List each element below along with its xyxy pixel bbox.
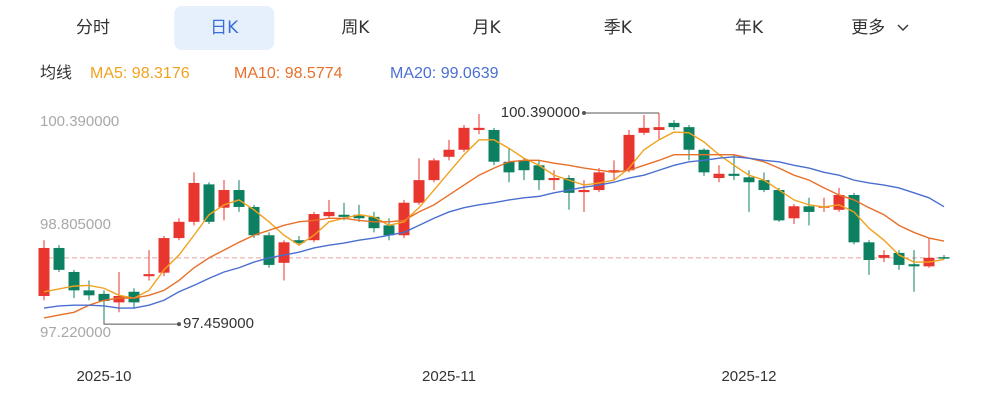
candle-body bbox=[863, 242, 875, 260]
candle-body bbox=[473, 127, 485, 130]
candle-body bbox=[113, 296, 125, 303]
tab[interactable]: 更多 bbox=[851, 18, 885, 38]
candle-body bbox=[143, 274, 155, 277]
ma-line bbox=[43, 131, 945, 299]
ma-line bbox=[43, 153, 945, 319]
annotation-label: 97.459000 bbox=[183, 315, 254, 332]
candle-body bbox=[308, 214, 320, 241]
candle-body bbox=[218, 190, 230, 208]
candle-body bbox=[353, 214, 365, 219]
legend-entry: MA5: 98.3176 bbox=[90, 65, 190, 82]
active-tab-bg[interactable] bbox=[174, 6, 275, 50]
y-tick-label: 100.390000 bbox=[40, 113, 119, 130]
candle-body bbox=[668, 122, 680, 128]
candle-body bbox=[698, 149, 710, 173]
candle-body bbox=[938, 257, 950, 259]
candle-body bbox=[68, 271, 80, 291]
tab[interactable]: 日K bbox=[210, 18, 239, 38]
candle-body bbox=[773, 190, 785, 221]
candle-body bbox=[743, 177, 755, 183]
candle-body bbox=[623, 134, 635, 171]
candle-body bbox=[248, 206, 260, 236]
candle-body bbox=[803, 206, 815, 212]
candle-body bbox=[713, 173, 725, 179]
candle-body bbox=[848, 194, 860, 243]
candle-body bbox=[683, 127, 695, 150]
candle-body bbox=[278, 242, 290, 263]
candle-body bbox=[638, 127, 650, 133]
candle-body bbox=[533, 165, 545, 181]
tab[interactable]: 年K bbox=[735, 18, 764, 38]
legend-entry: MA10: 98.5774 bbox=[234, 65, 343, 82]
candle-body bbox=[608, 170, 620, 173]
candle-body bbox=[458, 127, 470, 150]
candle-body bbox=[188, 182, 200, 222]
candle-body bbox=[98, 293, 110, 301]
legend-entry: MA20: 99.0639 bbox=[390, 65, 499, 82]
candle-body bbox=[203, 184, 215, 222]
candle-body bbox=[233, 190, 245, 207]
x-tick-label: 2025-10 bbox=[76, 368, 131, 385]
annotation-dot bbox=[582, 111, 586, 115]
candle-body bbox=[653, 127, 665, 130]
candle-body bbox=[383, 225, 395, 236]
y-tick-label: 97.220000 bbox=[40, 324, 111, 341]
ma-line bbox=[43, 156, 945, 309]
candle-body bbox=[413, 180, 425, 203]
tab[interactable]: 周K bbox=[341, 18, 370, 38]
candle-body bbox=[128, 291, 140, 303]
tab[interactable]: 季K bbox=[604, 18, 633, 38]
candle-body bbox=[83, 290, 95, 296]
candle-body bbox=[173, 221, 185, 239]
more-chevron[interactable] bbox=[897, 24, 909, 31]
candle-body bbox=[158, 238, 170, 273]
x-tick-label: 2025-11 bbox=[422, 368, 476, 385]
candle-body bbox=[323, 211, 335, 217]
candle-body bbox=[548, 178, 560, 181]
candle-body bbox=[503, 161, 515, 173]
candle-body bbox=[908, 264, 920, 267]
candle-body bbox=[53, 247, 65, 270]
tab[interactable]: 分时 bbox=[76, 18, 110, 38]
candle-body bbox=[263, 235, 275, 265]
candle-body bbox=[593, 172, 605, 191]
candle-body bbox=[338, 214, 350, 217]
candle-body bbox=[518, 160, 530, 171]
candle-body bbox=[398, 202, 410, 236]
candle-body bbox=[878, 255, 890, 258]
candle-body bbox=[488, 129, 500, 162]
candle-body bbox=[893, 252, 905, 265]
annotation-line bbox=[103, 320, 179, 325]
candle-body bbox=[428, 160, 440, 181]
tab[interactable]: 月K bbox=[473, 18, 502, 38]
annotation-label: 100.390000 bbox=[501, 104, 580, 121]
candle-body bbox=[788, 206, 800, 219]
candle-body bbox=[758, 180, 770, 191]
candle-body bbox=[728, 173, 740, 176]
candle-body bbox=[833, 194, 845, 210]
candle-body bbox=[578, 190, 590, 193]
candle-body bbox=[293, 240, 305, 244]
candle-body bbox=[38, 247, 50, 297]
candle-body bbox=[563, 178, 575, 193]
candle-body bbox=[368, 216, 380, 229]
candle-body bbox=[443, 149, 455, 157]
y-tick-label: 98.805000 bbox=[40, 216, 111, 233]
annotation-dot bbox=[177, 322, 181, 327]
ma-label: 均线 bbox=[40, 64, 72, 82]
x-tick-label: 2025-12 bbox=[721, 368, 776, 385]
